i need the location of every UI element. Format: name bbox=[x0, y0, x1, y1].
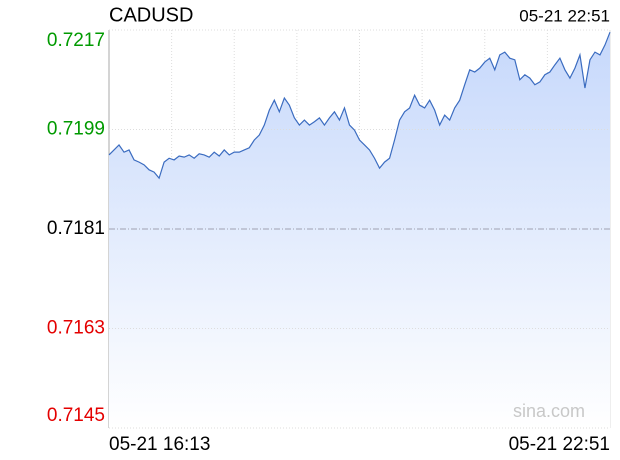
watermark: sina.com bbox=[513, 401, 585, 421]
x-tick-label: 05-21 16:13 bbox=[109, 434, 210, 455]
price-area bbox=[109, 32, 610, 429]
price-line bbox=[108, 31, 611, 180]
timestamp: 05-21 22:51 bbox=[519, 6, 610, 25]
y-tick-label: 0.7181 bbox=[47, 218, 105, 239]
y-tick-label: 0.7163 bbox=[47, 318, 105, 339]
y-tick-label: 0.7145 bbox=[47, 405, 105, 426]
y-tick-label: 0.7199 bbox=[47, 119, 105, 140]
chart-title: CADUSD bbox=[109, 4, 193, 26]
y-tick-label: 0.7217 bbox=[47, 30, 105, 51]
x-tick-label: 05-21 22:51 bbox=[509, 434, 610, 455]
